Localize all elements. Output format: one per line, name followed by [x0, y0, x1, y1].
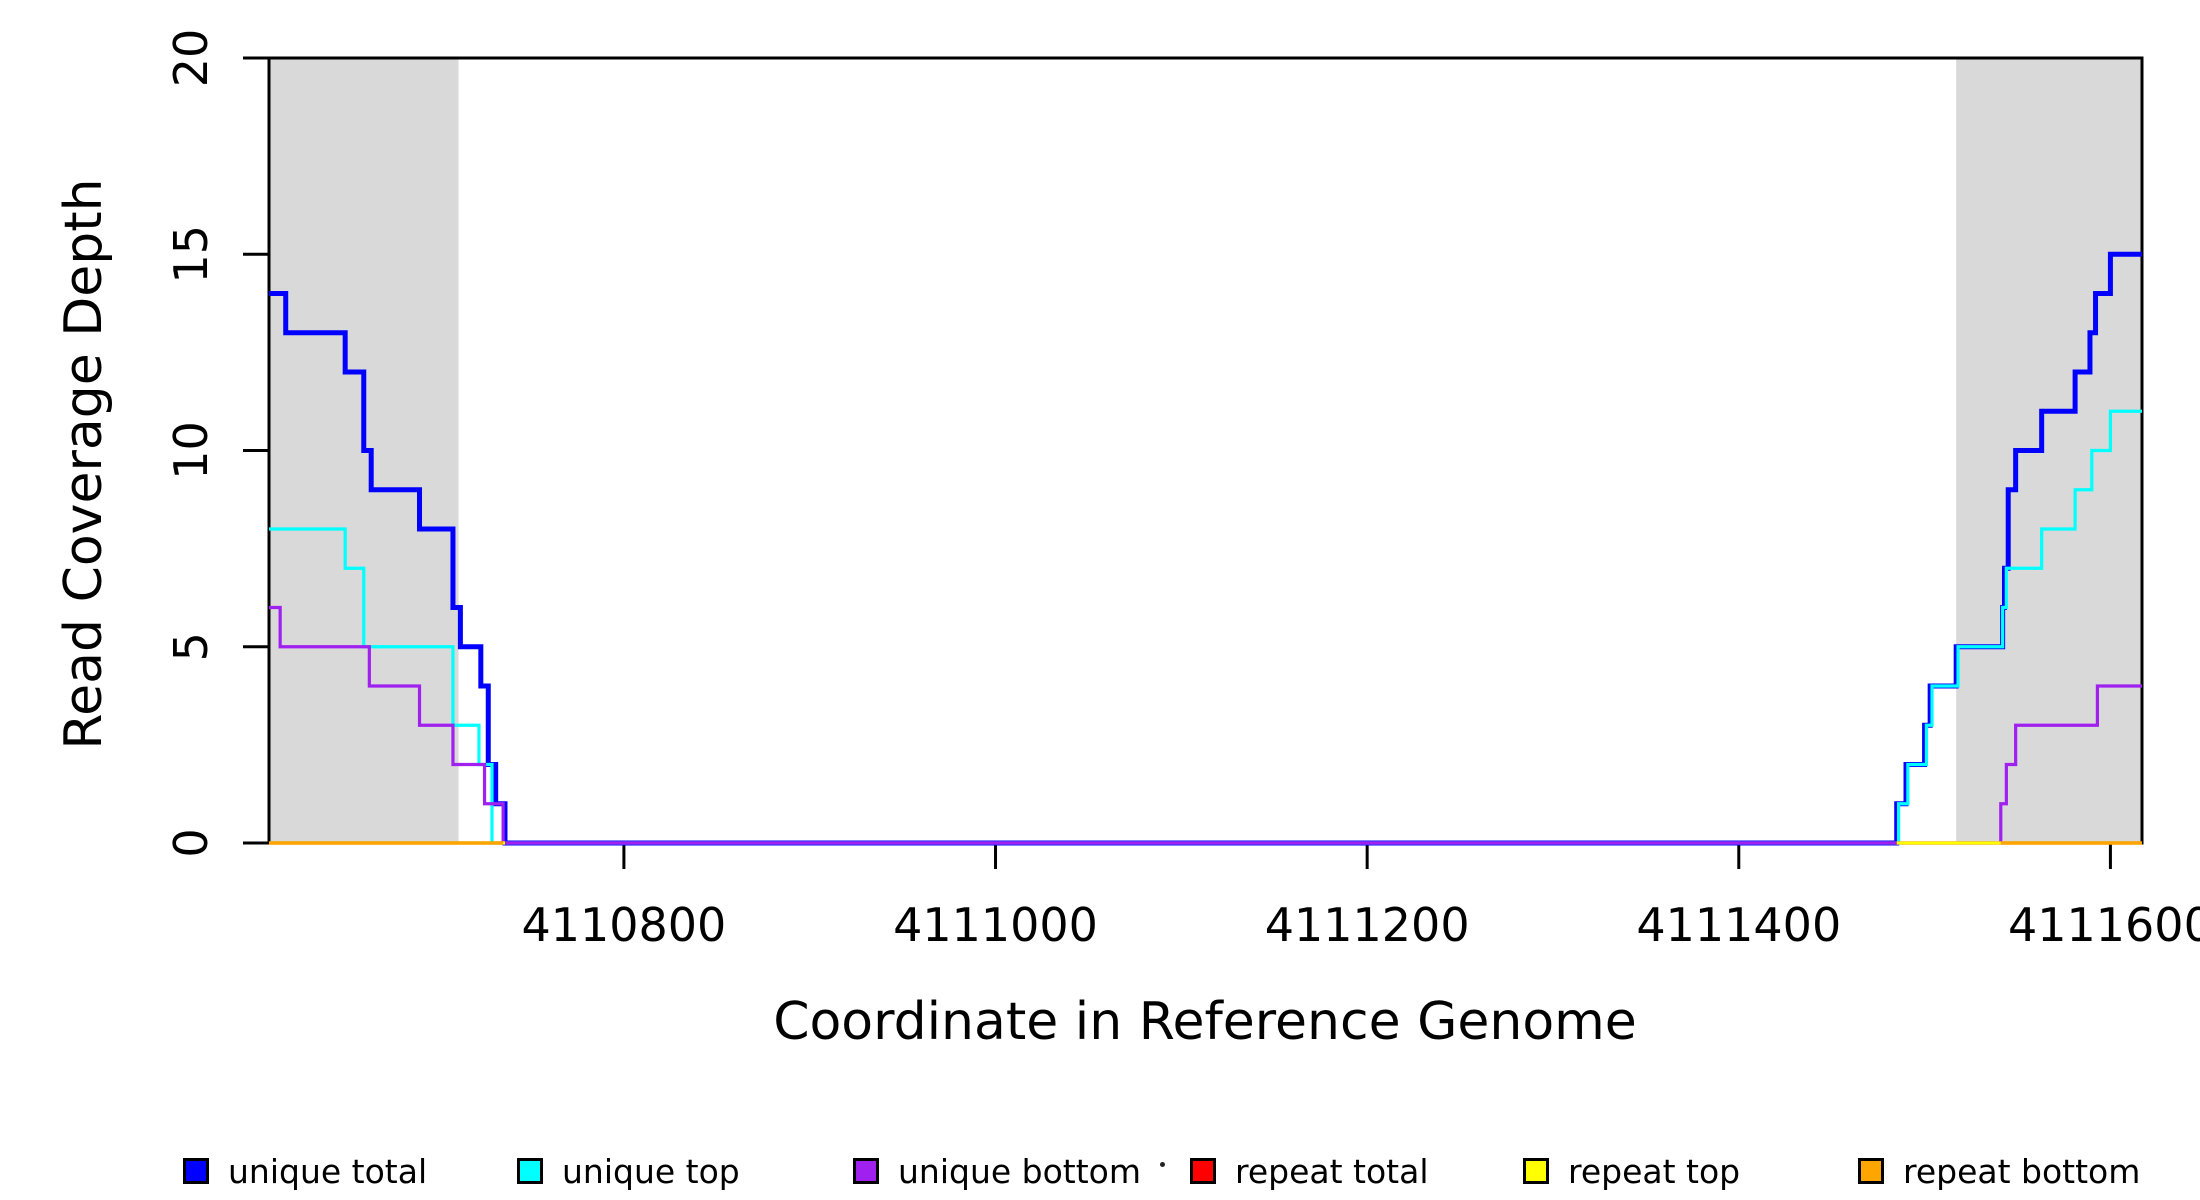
y-tick-label: 10: [164, 421, 218, 480]
legend-item-label: repeat total: [1235, 1151, 1429, 1191]
series-unique-bottom: [269, 605, 2142, 845]
x-tick-label: 4110800: [521, 898, 726, 952]
legend-item-label: unique total: [228, 1151, 428, 1191]
legend-item-label: repeat bottom: [1903, 1151, 2141, 1191]
legend-color-swatch: [517, 1158, 543, 1184]
y-tick-label: 0: [164, 828, 218, 857]
x-tick-label: 4111000: [893, 898, 1098, 952]
x-tick-label: 4111400: [1636, 898, 1841, 952]
legend-color-swatch: [1190, 1158, 1216, 1184]
legend-color-swatch: [853, 1158, 879, 1184]
y-tick-label: 15: [164, 225, 218, 284]
stray-dot-mark: [1160, 1162, 1165, 1167]
y-tick-label: 5: [164, 632, 218, 661]
x-tick-label: 4111200: [1265, 898, 1470, 952]
legend-color-swatch: [1858, 1158, 1884, 1184]
legend-item-repeat-total: repeat total: [1190, 1148, 1429, 1194]
legend-item-unique-total: unique total: [183, 1148, 427, 1194]
legend-color-swatch: [1523, 1158, 1549, 1184]
series-unique-top: [269, 409, 2142, 845]
legend-color-swatch: [183, 1158, 209, 1184]
legend-item-label: unique top: [562, 1151, 740, 1191]
legend-item-label: unique bottom: [898, 1151, 1142, 1191]
y-axis-title: Read Coverage Depth: [54, 178, 114, 750]
x-axis-title: Coordinate in Reference Genome: [773, 992, 1637, 1052]
legend-item-unique-bottom: unique bottom: [853, 1148, 1141, 1194]
y-tick-label: 20: [164, 29, 218, 88]
legend-item-unique-top: unique top: [517, 1148, 740, 1194]
plot-box: [267, 56, 2144, 845]
legend-item-repeat-bottom: repeat bottom: [1858, 1148, 2140, 1194]
legend-item-repeat-top: repeat top: [1523, 1148, 1740, 1194]
legend-item-label: repeat top: [1568, 1151, 1741, 1191]
x-tick-label: 4111600: [2008, 898, 2200, 952]
series-unique-total: [269, 251, 2142, 846]
legend: unique total unique top unique bottom re…: [0, 1148, 2200, 1194]
